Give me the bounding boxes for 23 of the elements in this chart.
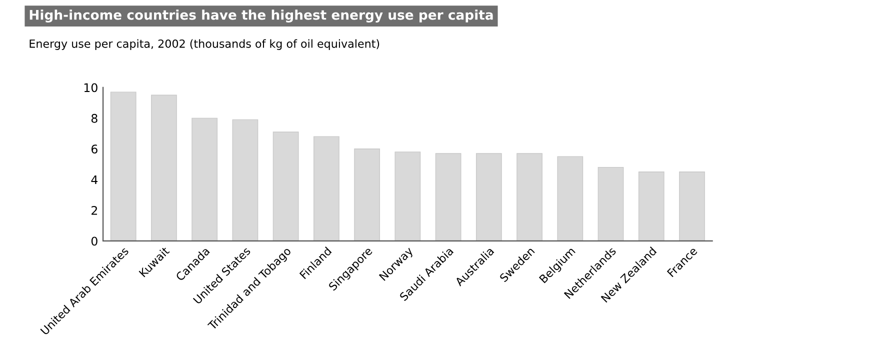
bar bbox=[151, 94, 177, 241]
y-tick-label: 6 bbox=[91, 144, 98, 154]
bar bbox=[110, 92, 136, 241]
y-tick-label: 0 bbox=[91, 236, 98, 246]
bar bbox=[598, 166, 624, 241]
bar bbox=[232, 119, 258, 241]
y-tick-label: 8 bbox=[91, 114, 98, 123]
chart-subtitle: Energy use per capita, 2002 (thousands of kg of oil equivalent) bbox=[30, 39, 380, 50]
bar bbox=[476, 153, 502, 241]
bar bbox=[679, 172, 705, 241]
bar bbox=[354, 148, 380, 241]
y-tick-label: 10 bbox=[84, 83, 98, 92]
bar bbox=[435, 153, 462, 241]
bar bbox=[192, 118, 218, 241]
bar bbox=[394, 152, 421, 241]
chart-title: High-income countries have the highest energy use per capita bbox=[30, 10, 493, 22]
bar bbox=[557, 156, 584, 241]
bar bbox=[638, 172, 664, 241]
bar bbox=[272, 132, 299, 241]
y-tick-label: 2 bbox=[92, 206, 97, 215]
bar bbox=[516, 153, 542, 241]
bar bbox=[314, 136, 340, 241]
y-tick-label: 4 bbox=[91, 175, 98, 184]
